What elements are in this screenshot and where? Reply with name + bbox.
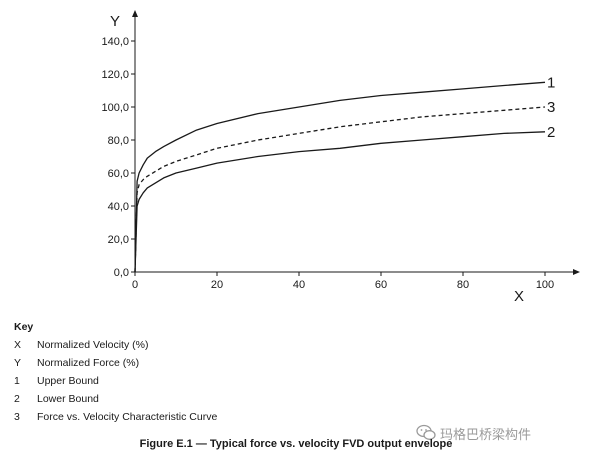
y-tick-label: 20,0 <box>108 234 129 246</box>
x-tick-label: 20 <box>211 279 223 291</box>
key-legend: Key X Normalized Velocity (%) Y Normaliz… <box>14 318 344 426</box>
key-item: 2 Lower Bound <box>14 390 344 408</box>
x-tick-label: 60 <box>375 279 387 291</box>
key-item: X Normalized Velocity (%) <box>14 336 344 354</box>
y-tick-label: 120,0 <box>101 69 129 81</box>
y-tick-label: 40,0 <box>108 201 129 213</box>
figure-caption: Figure E.1 — Typical force vs. velocity … <box>139 438 453 450</box>
wechat-icon <box>416 424 436 440</box>
chart-series <box>134 81 546 273</box>
y-tick-label: 140,0 <box>101 36 129 48</box>
x-tick-label: 0 <box>132 279 138 291</box>
y-tick-label: 100,0 <box>101 102 129 114</box>
x-axis-label: X <box>514 288 524 305</box>
series-label-3: 3 <box>547 99 555 116</box>
key-symbol: Y <box>14 357 22 369</box>
key-symbol: X <box>14 339 22 351</box>
watermark-text: 玛格巴桥梁构件 <box>440 426 532 442</box>
key-item: Y Normalized Force (%) <box>14 354 344 372</box>
series-line-2 <box>134 131 546 273</box>
y-tick-label: 0,0 <box>114 267 129 279</box>
x-axis-arrow <box>573 269 580 275</box>
chart-axes: Y X <box>110 10 580 305</box>
y-axis-arrow <box>132 10 138 17</box>
x-tick-label: 100 <box>536 279 554 291</box>
watermark: 玛格巴桥梁构件 <box>416 423 586 443</box>
key-text: Normalized Force (%) <box>37 357 140 369</box>
y-axis-label: Y <box>110 13 120 30</box>
chart: Y X 0 20 40 60 80 100 0,0 20,0 40,0 60,0 80,0 100,0… <box>101 10 580 305</box>
chart-ticks: 0 20 40 60 80 100 0,0 20,0 40,0 60,0 80,0 100,0 120,… <box>101 36 554 291</box>
series-line-3 <box>134 106 546 273</box>
key-symbol: 1 <box>14 375 20 387</box>
key-symbol: 3 <box>14 411 20 423</box>
chart-series-labels: 1 3 2 <box>547 74 555 141</box>
y-tick-label: 80,0 <box>108 135 129 147</box>
key-symbol: 2 <box>14 393 20 405</box>
series-label-1: 1 <box>547 74 555 91</box>
key-text: Lower Bound <box>37 393 99 405</box>
key-text: Normalized Velocity (%) <box>37 339 149 351</box>
x-tick-label: 40 <box>293 279 305 291</box>
y-tick-label: 60,0 <box>108 168 129 180</box>
key-text: Force vs. Velocity Characteristic Curve <box>37 411 218 423</box>
series-label-2: 2 <box>547 124 555 141</box>
series-line-1 <box>134 81 546 273</box>
key-text: Upper Bound <box>37 375 99 387</box>
key-item: 1 Upper Bound <box>14 372 344 390</box>
key-title: Key <box>14 321 34 333</box>
x-tick-label: 80 <box>457 279 469 291</box>
key-item: 3 Force vs. Velocity Characteristic Curv… <box>14 408 344 426</box>
